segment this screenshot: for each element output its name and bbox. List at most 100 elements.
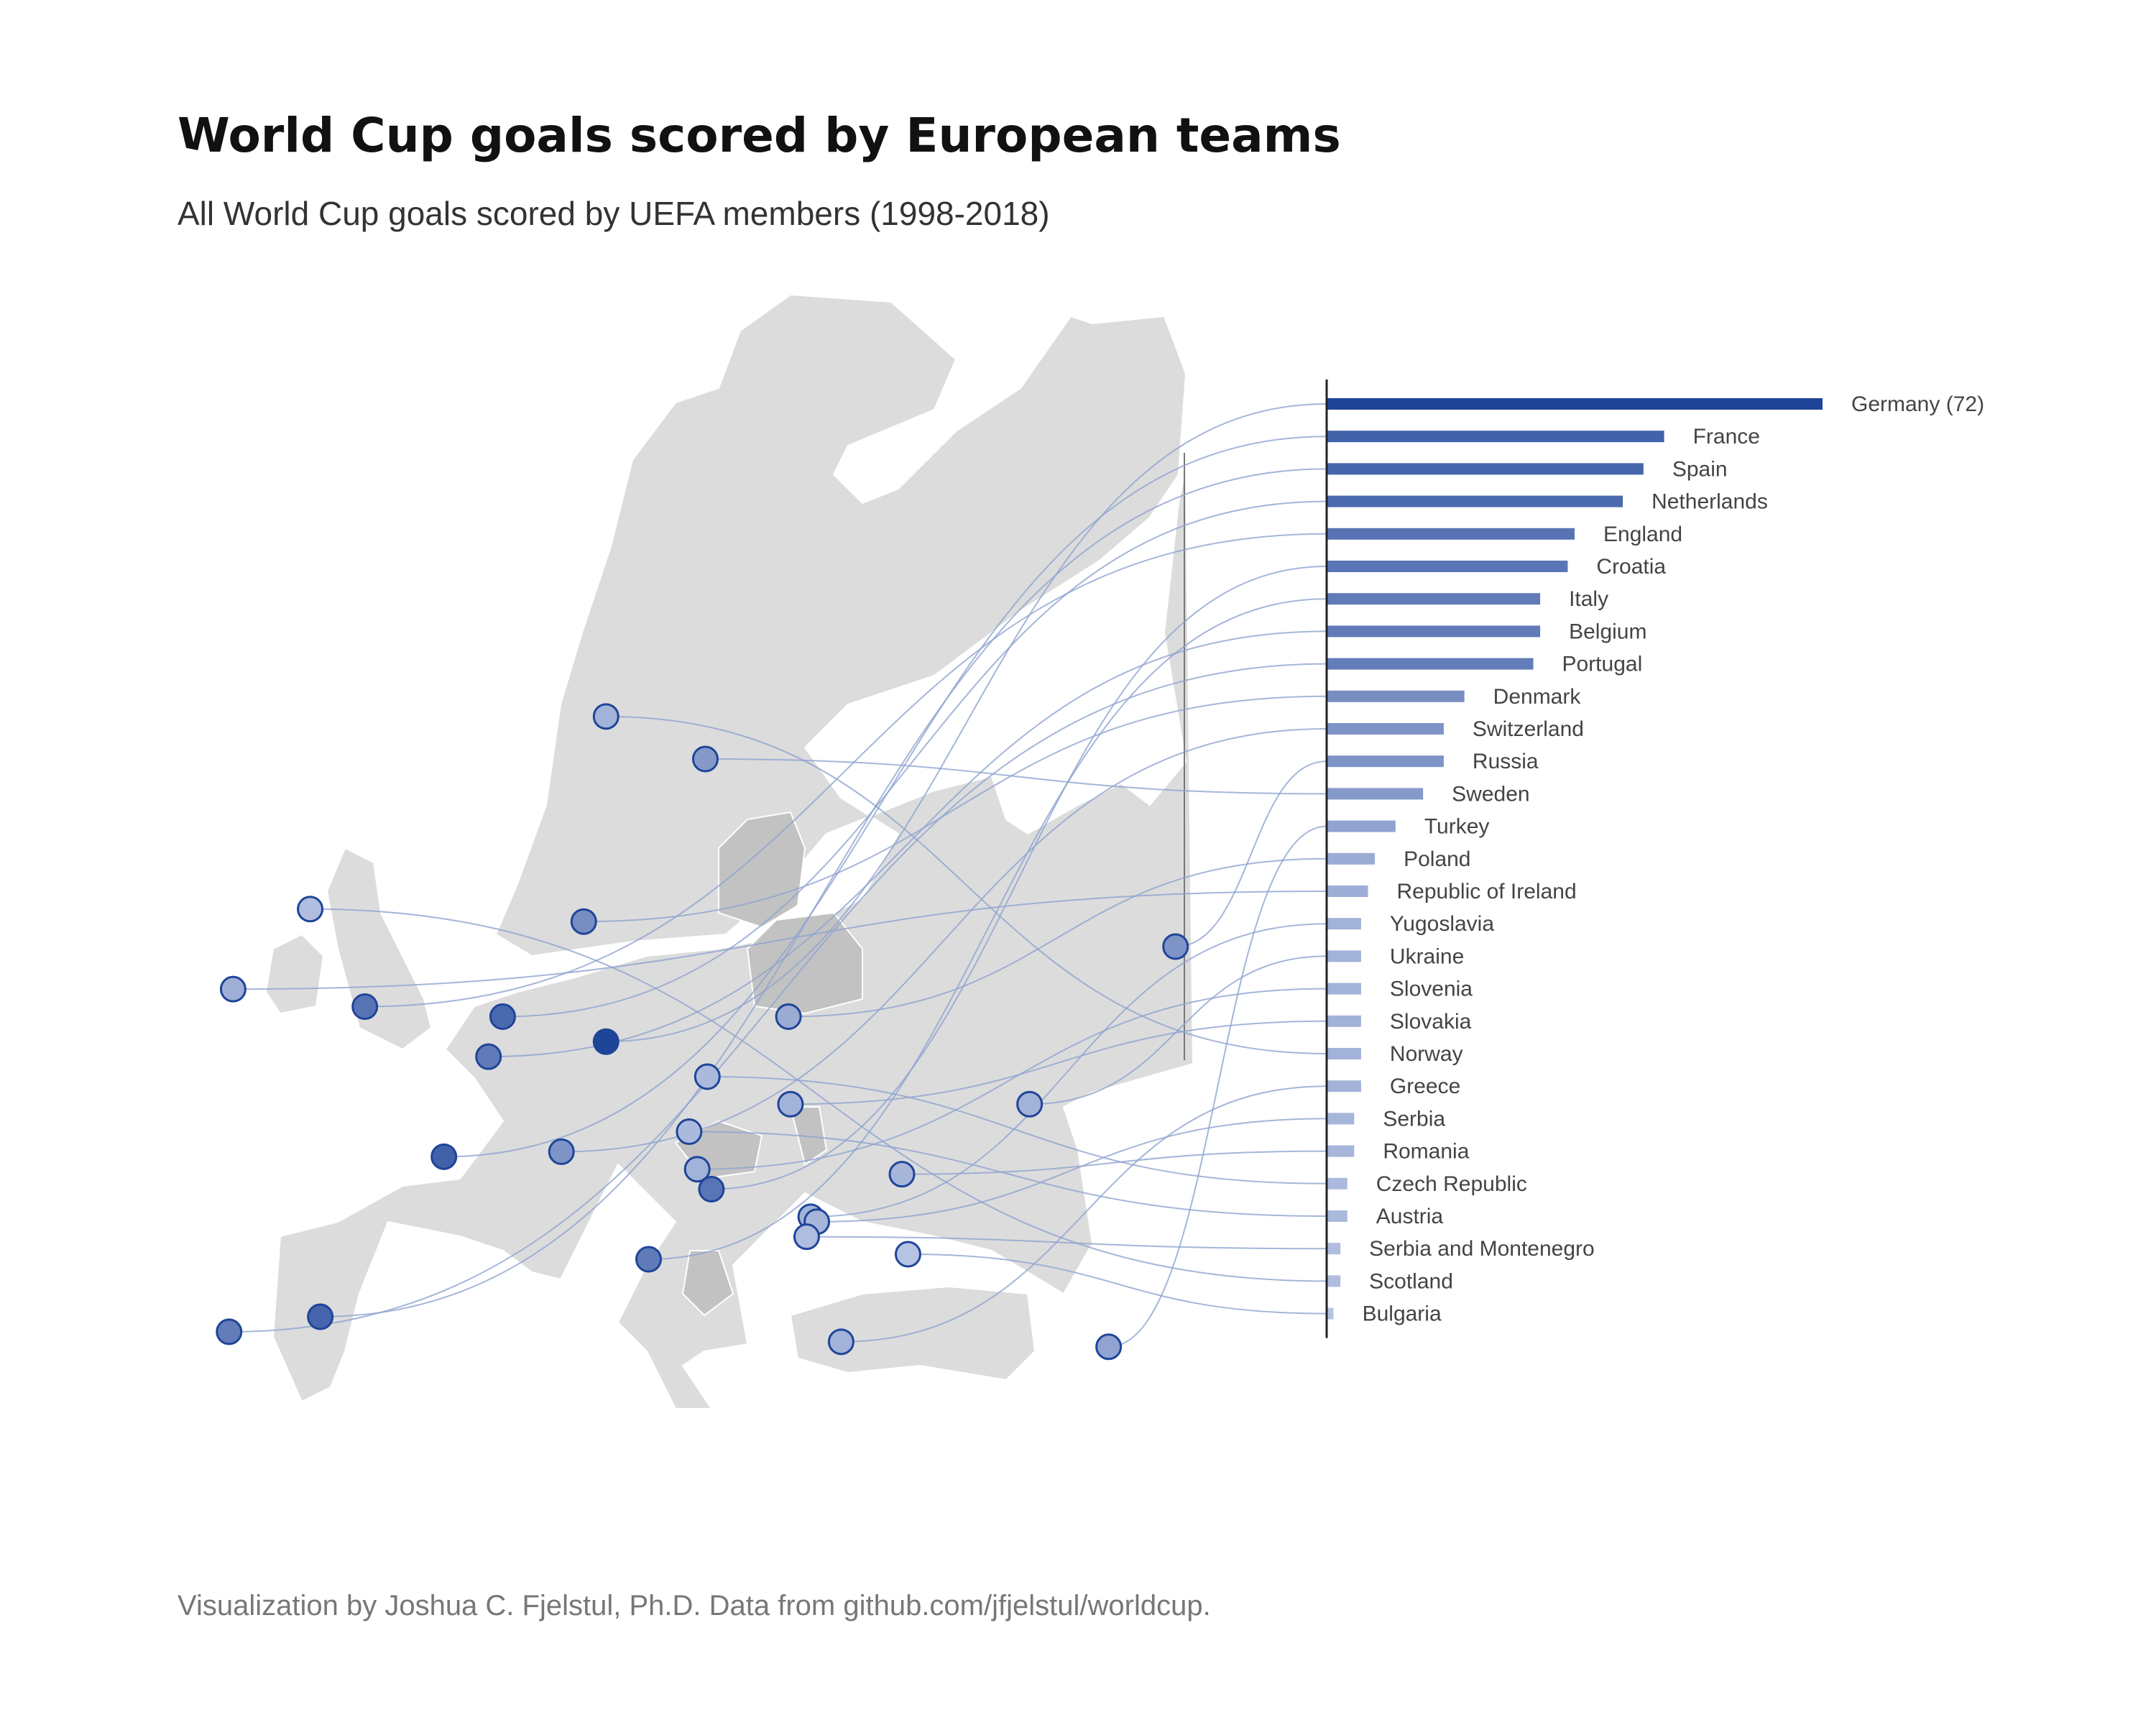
- bar-yugoslavia: [1327, 918, 1361, 930]
- connector-italy: [648, 598, 1327, 1260]
- map-land-ireland: [264, 933, 325, 1015]
- bar-label-russia: Russia: [1473, 750, 1539, 773]
- bar-label-turkey: Turkey: [1424, 815, 1490, 839]
- connector-germany: [606, 403, 1327, 1043]
- bar-scotland: [1327, 1275, 1341, 1287]
- connector-netherlands: [502, 500, 1327, 1018]
- bar-label-poland: Poland: [1404, 847, 1470, 871]
- marker-ukraine: [1016, 1090, 1044, 1118]
- marker-switzerland: [548, 1138, 575, 1165]
- bar-label-france: France: [1693, 425, 1760, 448]
- bar-label-norway: Norway: [1390, 1042, 1463, 1066]
- bar-serbia: [1327, 1113, 1355, 1125]
- connector-scotland: [310, 908, 1327, 1282]
- bar-switzerland: [1327, 723, 1444, 735]
- bar-label-sweden: Sweden: [1452, 782, 1529, 806]
- bar-belgium: [1327, 625, 1541, 638]
- bar-label-england: England: [1603, 523, 1682, 546]
- bar-series: [1327, 398, 1823, 1320]
- marker-norway: [592, 703, 619, 730]
- marker-france: [430, 1143, 458, 1170]
- bar-label-republic-of-ireland: Republic of Ireland: [1397, 880, 1577, 903]
- marker-serbia-and-montenegro: [793, 1223, 820, 1251]
- bar-spain: [1327, 463, 1644, 475]
- marker-netherlands: [489, 1003, 516, 1030]
- bar-label-portugal: Portugal: [1562, 653, 1643, 676]
- bar-labels: Germany (72) France Spain Netherlands Englan…: [1363, 392, 1984, 1326]
- chart-subtitle: All World Cup goals scored by UEFA membe…: [178, 195, 1050, 232]
- bar-turkey: [1327, 820, 1396, 832]
- bar-france: [1327, 431, 1664, 443]
- connector-serbia-and-montenegro: [806, 1236, 1327, 1250]
- bar-label-italy: Italy: [1569, 587, 1608, 611]
- bar-slovenia: [1327, 983, 1361, 995]
- bar-greece: [1327, 1080, 1361, 1092]
- bar-label-czech-republic: Czech Republic: [1376, 1172, 1527, 1196]
- bar-label-spain: Spain: [1672, 457, 1728, 481]
- connector-portugal: [229, 663, 1327, 1333]
- chart-title: World Cup goals scored by European teams: [178, 108, 1341, 163]
- bar-germany: [1327, 398, 1823, 410]
- marker-england: [351, 993, 379, 1021]
- connector-norway: [606, 715, 1327, 1054]
- bar-republic-of-ireland: [1327, 886, 1368, 897]
- bar-serbia-and-montenegro: [1327, 1243, 1341, 1255]
- marker-spain: [307, 1303, 334, 1330]
- connector-sweden: [705, 758, 1327, 795]
- bar-label-netherlands: Netherlands: [1651, 490, 1768, 514]
- map-land-iceland: [144, 144, 216, 187]
- marker-greece: [827, 1328, 854, 1356]
- connector-czech-republic: [707, 1075, 1327, 1184]
- marker-austria: [676, 1118, 703, 1146]
- marker-belgium: [475, 1043, 502, 1070]
- connector-slovenia: [697, 988, 1327, 1170]
- connector-switzerland: [561, 728, 1327, 1153]
- bar-label-scotland: Scotland: [1369, 1269, 1453, 1293]
- bar-croatia: [1327, 561, 1568, 572]
- connector-greece: [841, 1085, 1327, 1343]
- connector-bulgaria: [908, 1254, 1327, 1315]
- bar-denmark: [1327, 690, 1465, 702]
- connector-slovakia: [790, 1020, 1327, 1105]
- marker-russia: [1162, 933, 1189, 960]
- connector-poland: [788, 857, 1327, 1018]
- bar-italy: [1327, 593, 1541, 605]
- connector-turkey: [1108, 825, 1327, 1348]
- bar-ukraine: [1327, 950, 1361, 962]
- bar-label-germany: Germany (72): [1851, 392, 1984, 416]
- connector-england: [364, 533, 1327, 1008]
- bar-portugal: [1327, 658, 1534, 670]
- bar-label-slovakia: Slovakia: [1390, 1010, 1472, 1034]
- connector-spain: [320, 468, 1327, 1318]
- map-region-baltic: [718, 811, 806, 929]
- connector-lines: [229, 403, 1327, 1348]
- marker-republic-of-ireland: [219, 975, 247, 1003]
- marker-scotland: [297, 896, 324, 923]
- bar-romania: [1327, 1145, 1355, 1157]
- map-region-belarus: [746, 911, 863, 1015]
- connector-serbia: [816, 1118, 1327, 1223]
- connector-yugoslavia: [811, 923, 1327, 1218]
- marker-germany: [592, 1028, 619, 1055]
- location-markers: [216, 703, 1189, 1361]
- chart-caption: Visualization by Joshua C. Fjelstul, Ph.…: [178, 1590, 1211, 1622]
- bar-austria: [1327, 1210, 1348, 1222]
- bar-label-serbia-and-montenegro: Serbia and Montenegro: [1369, 1237, 1595, 1261]
- bar-label-romania: Romania: [1383, 1140, 1469, 1164]
- marker-sweden: [691, 745, 719, 773]
- bar-slovakia: [1327, 1015, 1361, 1027]
- connector-russia: [1175, 760, 1327, 947]
- bar-sweden: [1327, 788, 1424, 800]
- bar-label-greece: Greece: [1390, 1075, 1460, 1098]
- marker-turkey: [1095, 1333, 1123, 1361]
- bar-label-austria: Austria: [1376, 1205, 1444, 1228]
- marker-italy: [635, 1246, 662, 1273]
- connector-denmark: [584, 695, 1327, 923]
- bar-label-bulgaria: Bulgaria: [1363, 1302, 1442, 1326]
- bar-label-ukraine: Ukraine: [1390, 944, 1464, 968]
- bar-label-croatia: Croatia: [1596, 555, 1666, 579]
- bar-russia: [1327, 755, 1444, 768]
- connector-republic-of-ireland: [233, 891, 1327, 990]
- europe-map: [144, 144, 1194, 1409]
